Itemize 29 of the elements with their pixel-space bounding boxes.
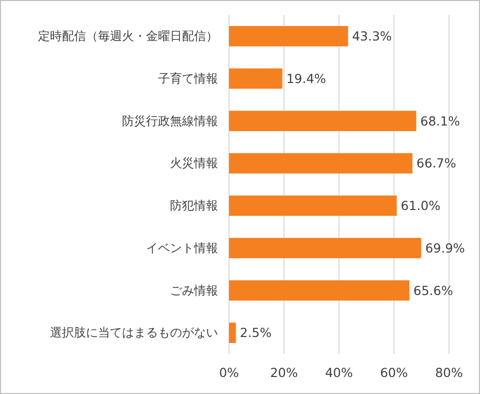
y-tick-label: 火災情報 xyxy=(170,156,218,170)
y-tick-label: 定時配信（毎週火・金曜日配信） xyxy=(38,29,218,44)
data-label: 68.1% xyxy=(420,113,460,128)
x-tick-label: 60% xyxy=(380,364,408,380)
data-label: 69.9% xyxy=(425,240,466,256)
bar xyxy=(229,68,282,89)
x-tick-label: 80% xyxy=(435,364,464,380)
data-label: 61.0% xyxy=(400,198,441,214)
bar xyxy=(229,196,397,216)
bar xyxy=(229,280,410,301)
data-label: 2.5% xyxy=(240,325,272,340)
x-tick-label: 20% xyxy=(270,364,298,380)
y-tick-label: 防犯情報 xyxy=(170,198,218,213)
data-label: 66.7% xyxy=(416,156,456,171)
bar xyxy=(229,238,422,258)
y-tick-label: 子育て情報 xyxy=(158,71,218,86)
y-tick-label: ごみ情報 xyxy=(170,283,218,298)
x-tick-label: 40% xyxy=(325,364,354,380)
data-label: 65.6% xyxy=(413,282,454,298)
bar xyxy=(229,322,236,343)
y-tick-label: 選択肢に当てはまるものがない xyxy=(50,326,218,340)
x-tick-label: 0% xyxy=(219,364,240,380)
bar xyxy=(229,110,416,132)
bar xyxy=(229,153,412,174)
y-tick-label: イベント情報 xyxy=(146,240,218,255)
y-tick-label: 防災行政無線情報 xyxy=(122,114,218,128)
data-label: 19.4% xyxy=(286,70,326,86)
data-label: 43.3% xyxy=(352,28,392,44)
bar xyxy=(229,26,348,46)
